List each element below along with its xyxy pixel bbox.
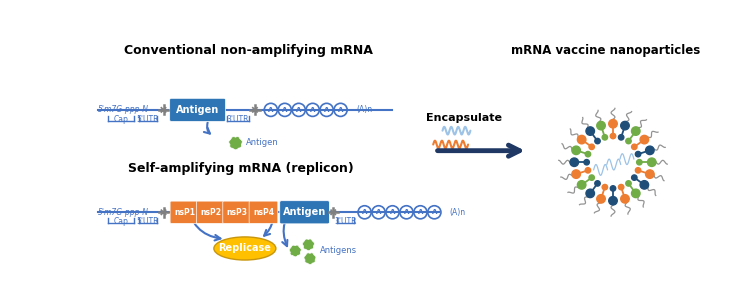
Circle shape xyxy=(647,158,656,166)
Circle shape xyxy=(632,144,637,150)
Circle shape xyxy=(589,175,595,180)
Circle shape xyxy=(619,185,624,190)
Circle shape xyxy=(632,189,640,198)
Circle shape xyxy=(602,135,608,140)
Text: Replicase: Replicase xyxy=(218,244,272,253)
Text: Antigen: Antigen xyxy=(246,139,278,147)
Polygon shape xyxy=(302,239,314,251)
Circle shape xyxy=(578,181,586,189)
Circle shape xyxy=(640,135,649,144)
Text: A: A xyxy=(404,209,410,215)
Text: Conventional non-amplifying mRNA: Conventional non-amplifying mRNA xyxy=(124,44,374,58)
Text: A: A xyxy=(324,107,329,113)
Circle shape xyxy=(635,168,640,173)
Text: nsP2: nsP2 xyxy=(200,208,221,217)
FancyBboxPatch shape xyxy=(249,201,278,223)
Circle shape xyxy=(610,186,616,191)
Circle shape xyxy=(597,195,605,203)
Circle shape xyxy=(621,195,629,203)
Text: A: A xyxy=(418,209,423,215)
Text: A: A xyxy=(268,107,274,113)
Polygon shape xyxy=(229,136,242,150)
Text: nsP4: nsP4 xyxy=(253,208,274,217)
Circle shape xyxy=(597,121,605,130)
Circle shape xyxy=(602,185,608,190)
FancyBboxPatch shape xyxy=(170,201,199,223)
Circle shape xyxy=(572,146,580,155)
Text: Antigen: Antigen xyxy=(283,207,326,217)
Text: Antigens: Antigens xyxy=(320,246,357,255)
FancyBboxPatch shape xyxy=(280,201,329,224)
Circle shape xyxy=(578,135,586,144)
Circle shape xyxy=(585,168,591,173)
Circle shape xyxy=(626,181,632,186)
Circle shape xyxy=(610,133,616,139)
Text: 3'UTR: 3'UTR xyxy=(334,217,357,226)
Circle shape xyxy=(621,121,629,130)
Circle shape xyxy=(632,127,640,135)
Circle shape xyxy=(626,138,632,144)
Circle shape xyxy=(632,175,637,180)
Text: 5'm7G-ppp-N: 5'm7G-ppp-N xyxy=(98,208,148,217)
Text: 5'm7G-ppp-N: 5'm7G-ppp-N xyxy=(98,105,148,114)
Text: (A)n: (A)n xyxy=(357,105,373,114)
Circle shape xyxy=(572,170,580,178)
Circle shape xyxy=(637,159,642,165)
Polygon shape xyxy=(290,245,302,257)
Circle shape xyxy=(640,181,649,189)
Text: A: A xyxy=(338,107,344,113)
Text: Encapsulate: Encapsulate xyxy=(426,113,502,123)
Circle shape xyxy=(646,170,654,178)
Circle shape xyxy=(585,151,591,157)
FancyBboxPatch shape xyxy=(196,201,225,223)
FancyBboxPatch shape xyxy=(170,98,226,121)
Circle shape xyxy=(595,138,600,144)
Circle shape xyxy=(570,158,578,166)
Text: 3'UTR: 3'UTR xyxy=(226,115,249,124)
Text: Cap: Cap xyxy=(113,115,128,124)
Text: A: A xyxy=(282,107,287,113)
Circle shape xyxy=(609,196,617,205)
Circle shape xyxy=(635,151,640,157)
Text: nsP1: nsP1 xyxy=(174,208,195,217)
Circle shape xyxy=(589,144,595,150)
Text: mRNA vaccine nanoparticles: mRNA vaccine nanoparticles xyxy=(511,44,700,58)
Circle shape xyxy=(619,135,624,140)
Text: Antigen: Antigen xyxy=(176,105,219,115)
Text: 5'UTR: 5'UTR xyxy=(136,115,159,124)
Text: 5'UTR: 5'UTR xyxy=(136,217,159,226)
Circle shape xyxy=(586,189,595,198)
Text: A: A xyxy=(296,107,302,113)
Text: A: A xyxy=(376,209,381,215)
Text: A: A xyxy=(390,209,395,215)
Ellipse shape xyxy=(214,237,276,260)
Circle shape xyxy=(586,127,595,135)
Circle shape xyxy=(584,159,590,165)
Text: A: A xyxy=(310,107,315,113)
Circle shape xyxy=(609,120,617,128)
Text: A: A xyxy=(362,209,368,215)
Circle shape xyxy=(646,146,654,155)
FancyBboxPatch shape xyxy=(223,201,251,223)
Text: (A)n: (A)n xyxy=(450,208,466,217)
Text: Self-amplifying mRNA (replicon): Self-amplifying mRNA (replicon) xyxy=(128,162,354,175)
Polygon shape xyxy=(304,253,316,265)
Text: Cap: Cap xyxy=(113,217,128,226)
Circle shape xyxy=(595,181,600,186)
Text: nsP3: nsP3 xyxy=(226,208,248,217)
Text: A: A xyxy=(432,209,437,215)
